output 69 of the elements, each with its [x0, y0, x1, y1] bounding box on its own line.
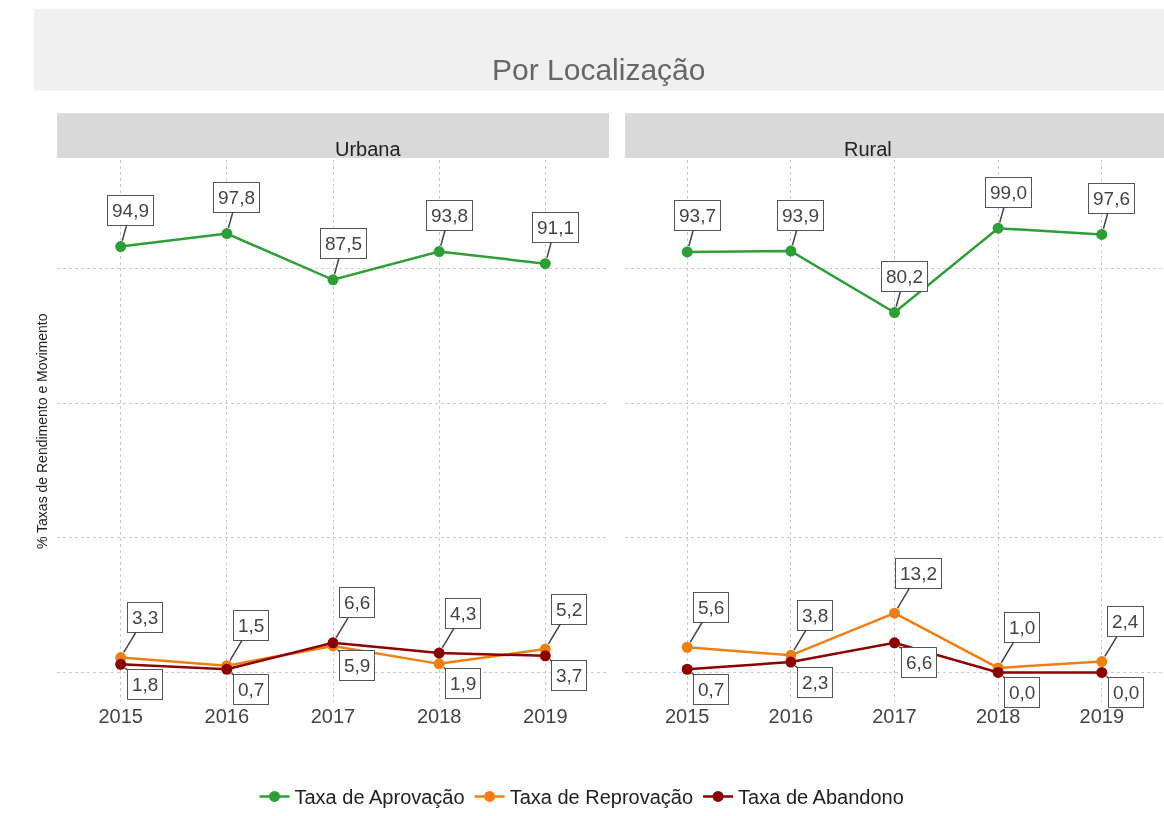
x-tick-label: 2015	[98, 705, 143, 727]
data-label: 1,5	[238, 615, 265, 636]
data-label: 1,0	[1009, 617, 1036, 638]
data-label: 80,2	[886, 266, 923, 287]
data-label: 2,4	[1112, 611, 1139, 632]
x-tick-label: 2018	[416, 705, 462, 727]
x-tick-label: 2015	[664, 705, 710, 727]
x-tick-label: 2016	[768, 705, 814, 727]
data-label: 93,8	[431, 205, 468, 226]
point	[115, 241, 127, 253]
data-label: 94,9	[112, 200, 149, 221]
point	[681, 663, 693, 675]
point	[221, 228, 233, 240]
data-label: 13,2	[900, 563, 937, 584]
point	[327, 274, 339, 286]
chart-subtitle: Urbana	[335, 138, 402, 160]
x-tick-label: 2016	[204, 705, 250, 727]
data-label: 1,8	[132, 674, 159, 695]
data-label: 4,3	[450, 603, 477, 624]
y-axis-title: % Taxas de Rendimento e Movimento	[34, 313, 50, 549]
legend-label: Taxa de Reprovação	[509, 786, 694, 809]
point	[889, 637, 900, 649]
data-label: 0,0	[1009, 682, 1036, 703]
point	[433, 246, 445, 258]
data-label: 2,3	[802, 672, 829, 693]
point	[785, 656, 797, 668]
data-label: 93,9	[782, 205, 819, 226]
legend-label: Taxa de Abandono	[738, 786, 904, 809]
data-label: 87,5	[325, 233, 362, 254]
point	[1096, 666, 1108, 678]
x-tick-label: 2019	[523, 705, 568, 727]
chart-title: Por Localização	[492, 53, 706, 86]
point	[539, 258, 551, 270]
data-label: 1,9	[450, 673, 477, 694]
data-label: 99,0	[990, 182, 1027, 203]
x-tick-label: 2019	[1079, 705, 1125, 727]
point	[992, 222, 1004, 234]
data-label: 5,9	[344, 655, 371, 676]
data-label: 6,6	[344, 592, 371, 613]
data-label: 3,8	[802, 605, 829, 626]
point	[681, 246, 693, 258]
point	[539, 650, 551, 662]
x-tick-label: 2017	[872, 705, 917, 727]
legend-label: Taxa de Aprovação	[294, 786, 465, 809]
point	[433, 658, 445, 670]
data-label: 97,6	[1093, 188, 1130, 209]
data-label: 93,7	[679, 205, 716, 226]
data-label: 0,7	[698, 679, 725, 700]
point	[889, 607, 900, 619]
data-label: 6,6	[906, 652, 933, 673]
data-label: 97,8	[218, 187, 255, 208]
x-tick-label: 2018	[975, 705, 1021, 727]
data-label: 3,7	[556, 665, 583, 686]
point	[681, 641, 693, 653]
data-label: 0,7	[238, 679, 265, 700]
data-label: 91,1	[537, 217, 574, 238]
point	[992, 666, 1004, 678]
x-tick-label: 2017	[310, 705, 356, 727]
data-label: 5,2	[556, 599, 583, 620]
point	[889, 307, 900, 319]
data-label: 5,6	[698, 597, 725, 618]
point	[115, 658, 127, 670]
point	[1096, 228, 1108, 240]
point	[1096, 656, 1108, 668]
point	[433, 647, 445, 659]
point	[785, 245, 797, 257]
data-label: 0,0	[1113, 682, 1140, 703]
data-label: 3,3	[132, 607, 159, 628]
chart-subtitle: Rural	[844, 138, 892, 160]
